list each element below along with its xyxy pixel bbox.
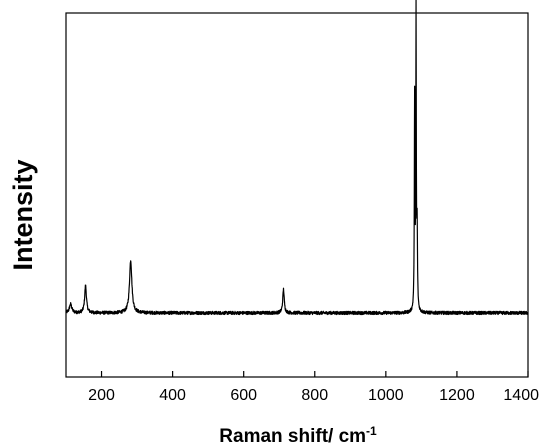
spectrum-line	[65, 0, 529, 316]
x-tick-label: 1000	[368, 387, 404, 404]
x-axis-label: Raman shift/ cm-1	[219, 424, 377, 447]
x-tick-label: 1200	[439, 387, 475, 404]
plot-frame	[65, 12, 529, 378]
x-tick-label: 1400	[503, 387, 539, 404]
x-tick-label: 600	[230, 387, 257, 404]
x-axis-label-text: Raman shift/ cm	[219, 426, 366, 447]
x-tick-label: 800	[301, 387, 328, 404]
x-axis-label-superscript: -1	[366, 424, 377, 438]
x-axis-ticks: 200 400 600 800 1000 1200 1400	[88, 371, 539, 404]
x-tick-label: 200	[88, 387, 115, 404]
x-tick-label: 400	[159, 387, 186, 404]
y-axis-label: Intensity	[8, 159, 38, 270]
